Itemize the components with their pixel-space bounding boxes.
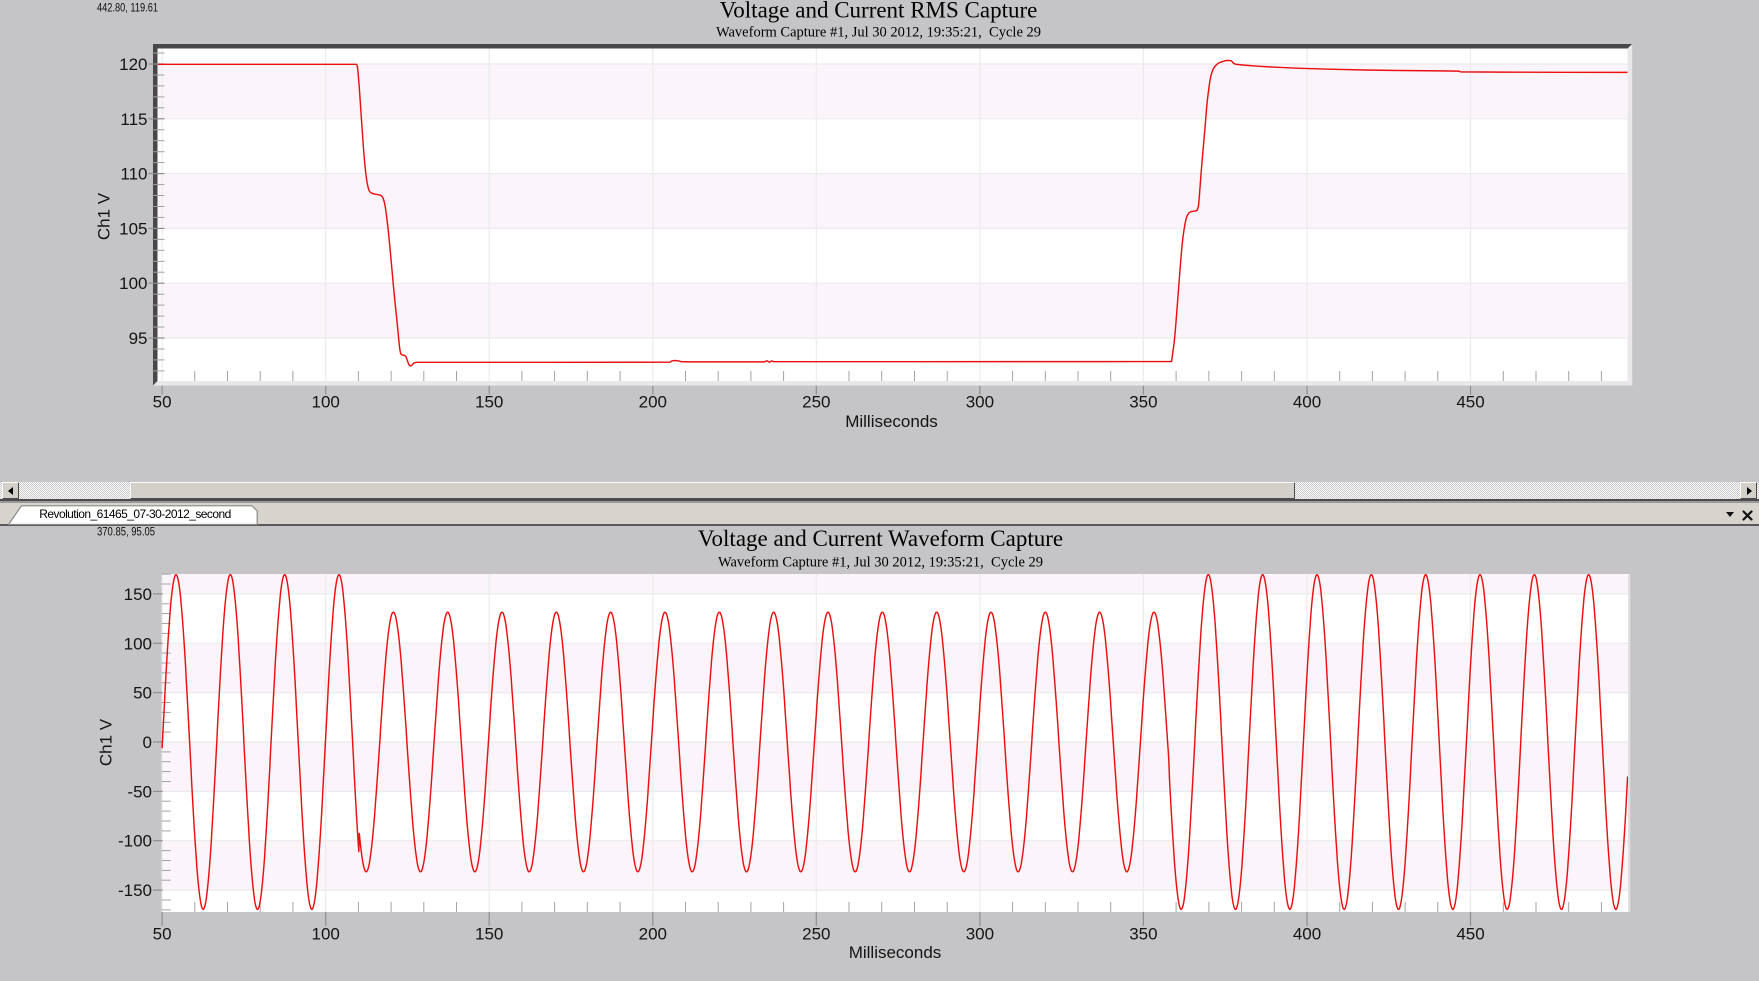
svg-text:300: 300 xyxy=(966,925,994,944)
svg-text:300: 300 xyxy=(966,393,994,412)
svg-text:110: 110 xyxy=(120,165,147,184)
svg-text:350: 350 xyxy=(1129,393,1157,412)
svg-text:250: 250 xyxy=(802,925,830,944)
svg-text:450: 450 xyxy=(1456,925,1484,944)
svg-text:150: 150 xyxy=(124,585,152,604)
svg-text:100: 100 xyxy=(312,393,340,412)
svg-text:350: 350 xyxy=(1129,925,1157,944)
svg-text:-100: -100 xyxy=(118,832,152,851)
svg-text:Ch1 V: Ch1 V xyxy=(95,192,114,240)
svg-text:115: 115 xyxy=(120,110,147,129)
svg-text:100: 100 xyxy=(312,925,340,944)
svg-text:50: 50 xyxy=(133,684,152,703)
svg-text:Milliseconds: Milliseconds xyxy=(849,943,942,962)
svg-text:95: 95 xyxy=(129,329,148,348)
svg-text:50: 50 xyxy=(153,925,172,944)
svg-text:100: 100 xyxy=(124,634,152,653)
svg-text:250: 250 xyxy=(802,393,830,412)
svg-text:400: 400 xyxy=(1293,925,1321,944)
svg-text:Milliseconds: Milliseconds xyxy=(845,412,938,431)
svg-text:100: 100 xyxy=(119,274,147,293)
svg-text:450: 450 xyxy=(1456,393,1484,412)
svg-text:370.85, 95.05: 370.85, 95.05 xyxy=(97,526,155,539)
svg-text:0: 0 xyxy=(143,733,152,752)
svg-text:442.80, 119.61: 442.80, 119.61 xyxy=(97,1,158,15)
svg-text:150: 150 xyxy=(475,393,503,412)
svg-text:Waveform Capture #1, Jul 30 20: Waveform Capture #1, Jul 30 2012, 19:35:… xyxy=(716,25,1041,41)
svg-text:Voltage and Current Waveform C: Voltage and Current Waveform Capture xyxy=(698,526,1063,551)
svg-text:400: 400 xyxy=(1293,393,1321,412)
svg-text:150: 150 xyxy=(475,925,503,944)
svg-text:Voltage and Current RMS Captur: Voltage and Current RMS Capture xyxy=(720,0,1038,23)
svg-text:200: 200 xyxy=(639,393,667,412)
svg-text:-50: -50 xyxy=(127,782,152,801)
svg-text:200: 200 xyxy=(639,925,667,944)
svg-text:Ch1 V: Ch1 V xyxy=(97,718,116,766)
svg-text:50: 50 xyxy=(153,393,172,412)
svg-text:105: 105 xyxy=(119,219,147,238)
svg-text:Waveform Capture #1, Jul 30 20: Waveform Capture #1, Jul 30 2012, 19:35:… xyxy=(718,555,1043,571)
svg-text:-150: -150 xyxy=(118,881,152,900)
svg-text:120: 120 xyxy=(119,55,147,74)
